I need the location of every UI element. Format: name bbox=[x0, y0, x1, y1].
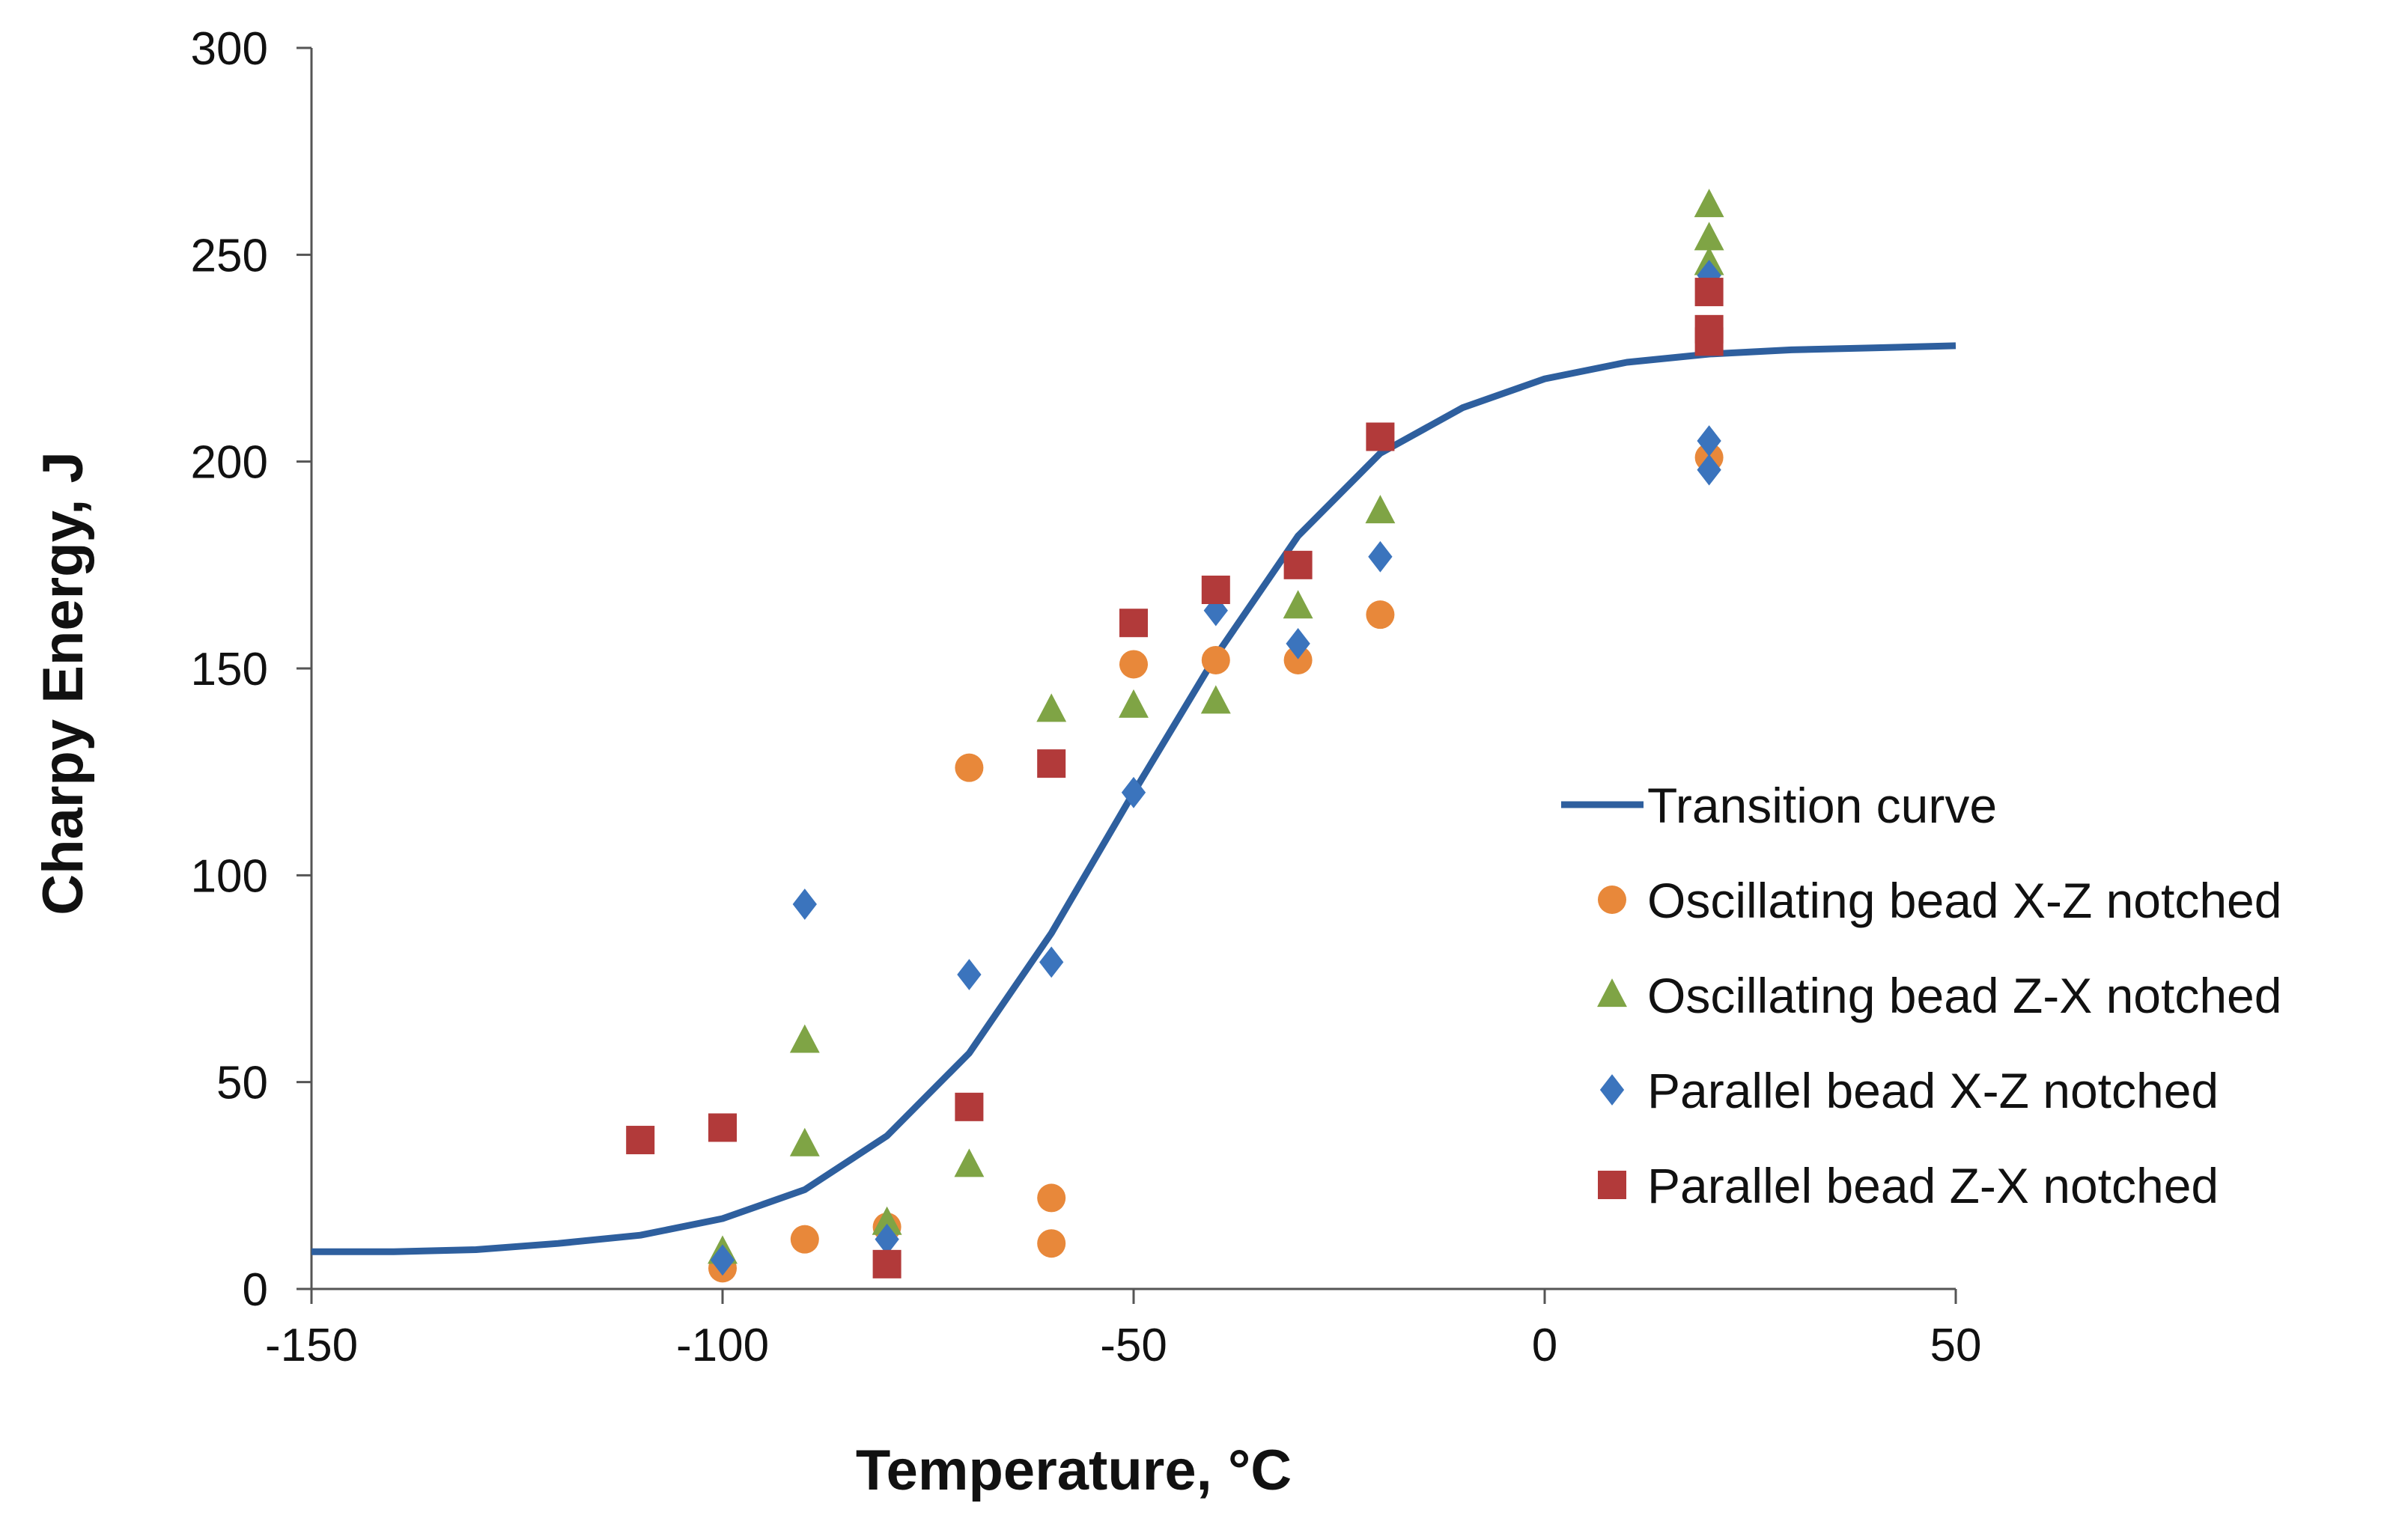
parallel-bead-x-z-notched-point bbox=[1697, 260, 1721, 291]
oscillating-bead-z-x-notched-point bbox=[1365, 495, 1396, 524]
parallel-bead-x-z-notched-point bbox=[792, 888, 817, 920]
oscillating-bead-z-x-notched-point bbox=[1119, 689, 1149, 718]
oscillating-bead-x-z-notched-point bbox=[1119, 650, 1148, 679]
x-tick-label: -50 bbox=[1100, 1320, 1167, 1371]
parallel-bead-z-x-notched-point bbox=[708, 1113, 737, 1142]
legend-square-swatch bbox=[1598, 1171, 1626, 1199]
oscillating-bead-z-x-notched-point bbox=[1694, 189, 1724, 218]
parallel-bead-z-x-notched-point bbox=[1694, 327, 1724, 356]
oscillating-bead-x-z-notched-point bbox=[790, 1225, 819, 1254]
y-tick-label: 100 bbox=[191, 850, 268, 902]
legend-diamond-swatch bbox=[1599, 1074, 1625, 1106]
x-axis-title: Temperature, °C bbox=[856, 1439, 1292, 1502]
parallel-bead-z-x-notched-point bbox=[1119, 609, 1148, 638]
oscillating-bead-z-x-notched-point bbox=[789, 1024, 820, 1053]
oscillating-bead-x-z-notched-point bbox=[1037, 1183, 1066, 1213]
parallel-bead-z-x-notched-point bbox=[626, 1126, 655, 1155]
oscillating-bead-z-x-notched-point bbox=[1694, 222, 1724, 251]
parallel-bead-x-z-notched-point bbox=[1368, 540, 1393, 573]
legend-label: Parallel bead Z-X notched bbox=[1647, 1158, 2219, 1213]
parallel-bead-z-x-notched-point bbox=[1366, 422, 1395, 451]
data-markers bbox=[626, 189, 1724, 1283]
legend-label: Oscillating bead Z-X notched bbox=[1647, 968, 2281, 1023]
oscillating-bead-z-x-notched-point bbox=[872, 1206, 902, 1235]
y-tick-label: 200 bbox=[191, 437, 268, 489]
y-tick-label: 300 bbox=[191, 23, 268, 75]
parallel-bead-x-z-notched-point bbox=[957, 959, 982, 990]
y-tick-label: 50 bbox=[216, 1058, 268, 1109]
parallel-bead-x-z-notched-point bbox=[1697, 425, 1721, 457]
parallel-bead-z-x-notched-point bbox=[955, 1092, 984, 1121]
parallel-bead-x-z-notched-point bbox=[1697, 454, 1721, 486]
y-tick-label: 250 bbox=[191, 230, 268, 281]
oscillating-bead-x-z-notched-point bbox=[1283, 645, 1313, 674]
parallel-bead-x-z-notched-point bbox=[875, 1223, 899, 1255]
y-tick-label: 150 bbox=[191, 644, 268, 695]
axes: 0 50 100 150 200 250 300 -150 -100 -50 0 50 bbox=[191, 23, 1982, 1371]
legend-label: Oscillating bead X-Z notched bbox=[1647, 873, 2281, 928]
parallel-bead-z-x-notched-point bbox=[1694, 278, 1724, 307]
oscillating-bead-z-x-notched-point bbox=[1036, 693, 1067, 722]
oscillating-bead-x-z-notched-point bbox=[1201, 645, 1230, 674]
oscillating-bead-z-x-notched-point bbox=[1200, 685, 1231, 714]
oscillating-bead-x-z-notched-point bbox=[955, 753, 984, 782]
oscillating-bead-z-x-notched-point bbox=[789, 1127, 820, 1156]
parallel-bead-x-z-notched-point bbox=[1039, 946, 1064, 978]
y-tick-label: 0 bbox=[243, 1264, 268, 1316]
x-tick-label: 50 bbox=[1930, 1320, 1982, 1371]
parallel-bead-z-x-notched-point bbox=[872, 1249, 902, 1278]
oscillating-bead-x-z-notched-point bbox=[1037, 1229, 1066, 1258]
legend: Transition curve Oscillating bead X-Z not… bbox=[1561, 778, 2281, 1213]
x-tick-label: 0 bbox=[1532, 1320, 1557, 1371]
parallel-bead-z-x-notched-point bbox=[1037, 749, 1066, 778]
parallel-bead-z-x-notched-point bbox=[1201, 575, 1230, 604]
oscillating-bead-x-z-notched-point bbox=[1366, 600, 1395, 630]
legend-label: Transition curve bbox=[1647, 778, 1997, 833]
legend-circle-swatch bbox=[1598, 886, 1626, 914]
parallel-bead-z-x-notched-point bbox=[1283, 550, 1313, 579]
parallel-bead-x-z-notched-point bbox=[1286, 627, 1310, 659]
oscillating-bead-z-x-notched-point bbox=[1283, 590, 1313, 619]
legend-label: Parallel bead X-Z notched bbox=[1647, 1063, 2219, 1118]
y-axis-title: Charpy Energy, J bbox=[31, 451, 95, 915]
parallel-bead-x-z-notched-point bbox=[710, 1244, 735, 1276]
oscillating-bead-z-x-notched-point bbox=[954, 1148, 985, 1177]
legend-triangle-swatch bbox=[1597, 978, 1627, 1008]
x-tick-label: -100 bbox=[676, 1320, 769, 1371]
parallel-bead-x-z-notched-point bbox=[1121, 776, 1146, 808]
x-tick-label: -150 bbox=[265, 1320, 358, 1371]
